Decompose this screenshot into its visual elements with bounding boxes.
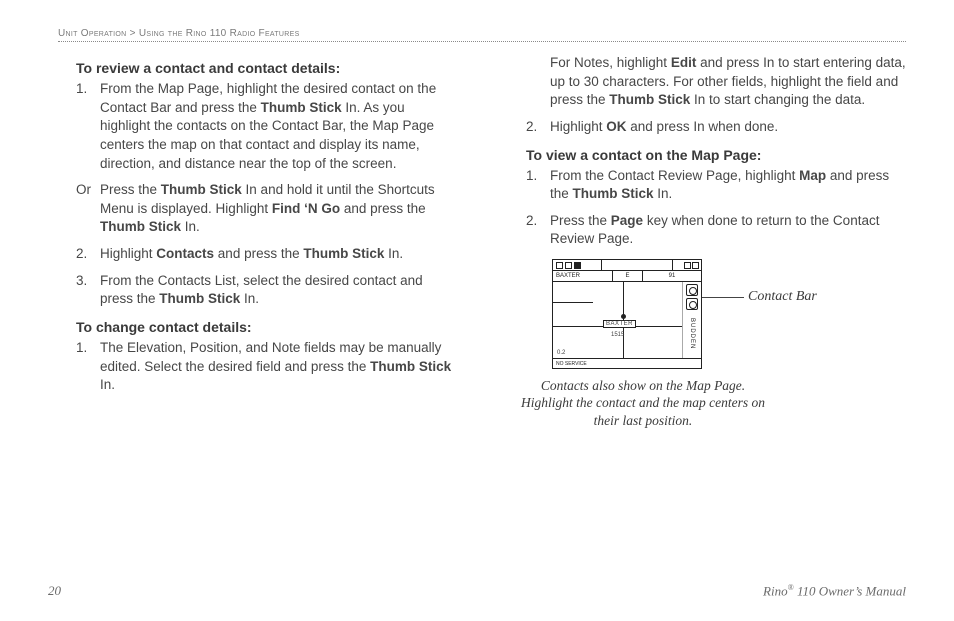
step-text: Press the Thumb Stick In and hold it unt…	[100, 182, 435, 234]
step-num: 1.	[526, 167, 546, 186]
device-topbar	[553, 260, 701, 271]
step-text: Highlight Contacts and press the Thumb S…	[100, 246, 403, 261]
menu-icon	[684, 262, 691, 269]
step-text: For Notes, highlight Edit and press In t…	[550, 55, 906, 107]
device-statusbar: NO SERVICE	[553, 358, 701, 368]
map-pin-icon	[621, 314, 626, 319]
signal-icon	[565, 262, 572, 269]
step-text: Press the Page key when done to return t…	[550, 213, 879, 247]
battery-icon	[574, 262, 581, 269]
step-text: Highlight OK and press In when done.	[550, 119, 778, 134]
heading-view: To view a contact on the Map Page:	[526, 147, 906, 163]
heading-change: To change contact details:	[76, 319, 456, 335]
callout-line	[702, 297, 744, 298]
step: 1. From the Map Page, highlight the desi…	[76, 80, 456, 173]
device-contact-bar: BUDDEN	[683, 282, 701, 358]
breadcrumb: Unit Operation > Using the Rino 110 Radi…	[58, 28, 906, 39]
step-or: Or Press the Thumb Stick In and hold it …	[76, 181, 456, 237]
contact-bar-label: BUDDEN	[689, 318, 695, 349]
step-continuation: For Notes, highlight Edit and press In t…	[526, 54, 906, 110]
info-name: BAXTER	[553, 271, 613, 281]
step: 1. The Elevation, Position, and Note fie…	[76, 339, 456, 395]
device-top-left	[553, 262, 601, 269]
step-num: 3.	[76, 272, 96, 291]
device-screen: BAXTER E 91 BAXTER 1515 0.2 BUDDEN	[552, 259, 702, 369]
callout-label: Contact Bar	[748, 289, 817, 305]
device-top-mid	[601, 260, 673, 270]
procedure-change-cont: For Notes, highlight Edit and press In t…	[498, 54, 906, 137]
breadcrumb-page: Using the Rino 110 Radio Features	[139, 28, 300, 39]
step-num: Or	[76, 181, 96, 200]
procedure-change: 1. The Elevation, Position, and Note fie…	[48, 339, 456, 395]
map-label-1515: 1515	[611, 332, 624, 338]
device-map: BAXTER 1515 0.2	[553, 282, 683, 358]
figure: BAXTER E 91 BAXTER 1515 0.2 BUDDEN	[552, 259, 872, 429]
procedure-review: 1. From the Map Page, highlight the desi…	[48, 80, 456, 309]
step: 3. From the Contacts List, select the de…	[76, 272, 456, 309]
heading-review: To review a contact and contact details:	[76, 60, 456, 76]
left-column: To review a contact and contact details:…	[48, 54, 456, 429]
step: 1. From the Contact Review Page, highlig…	[526, 167, 906, 204]
step-text: From the Contacts List, select the desir…	[100, 273, 423, 307]
step: 2. Press the Page key when done to retur…	[526, 212, 906, 249]
step-text: The Elevation, Position, and Note fields…	[100, 340, 451, 392]
contact-icon	[686, 284, 698, 296]
step: 2. Highlight OK and press In when done.	[526, 118, 906, 137]
right-column: For Notes, highlight Edit and press In t…	[498, 54, 906, 429]
page-footer: 20 Rino® 110 Owner’s Manual	[48, 583, 906, 599]
procedure-view: 1. From the Contact Review Page, highlig…	[498, 167, 906, 250]
breadcrumb-sep: >	[130, 28, 136, 39]
map-scale: 0.2	[557, 350, 565, 356]
info-dist: 91	[643, 271, 701, 281]
header-rule	[58, 41, 906, 42]
step-text: From the Contact Review Page, highlight …	[550, 168, 889, 202]
page-number: 20	[48, 583, 61, 599]
step: 2. Highlight Contacts and press the Thum…	[76, 245, 456, 264]
close-icon	[692, 262, 699, 269]
map-label-baxter: BAXTER	[603, 320, 636, 328]
map-road	[553, 302, 593, 303]
step-num: 1.	[76, 339, 96, 358]
step-num: 2.	[76, 245, 96, 264]
info-dir: E	[613, 271, 643, 281]
figure-caption: Contacts also show on the Map Page. High…	[518, 377, 768, 429]
flag-icon	[556, 262, 563, 269]
contact-icon	[686, 298, 698, 310]
device-info-row: BAXTER E 91	[553, 271, 701, 282]
content-columns: To review a contact and contact details:…	[48, 54, 906, 429]
step-text: From the Map Page, highlight the desired…	[100, 81, 436, 171]
breadcrumb-section: Unit Operation	[58, 28, 127, 39]
device-top-right	[673, 262, 701, 269]
step-num: 1.	[76, 80, 96, 99]
step-num: 2.	[526, 118, 546, 137]
status-text: NO SERVICE	[556, 361, 587, 367]
step-num: 2.	[526, 212, 546, 231]
product-title: Rino® 110 Owner’s Manual	[763, 583, 906, 599]
